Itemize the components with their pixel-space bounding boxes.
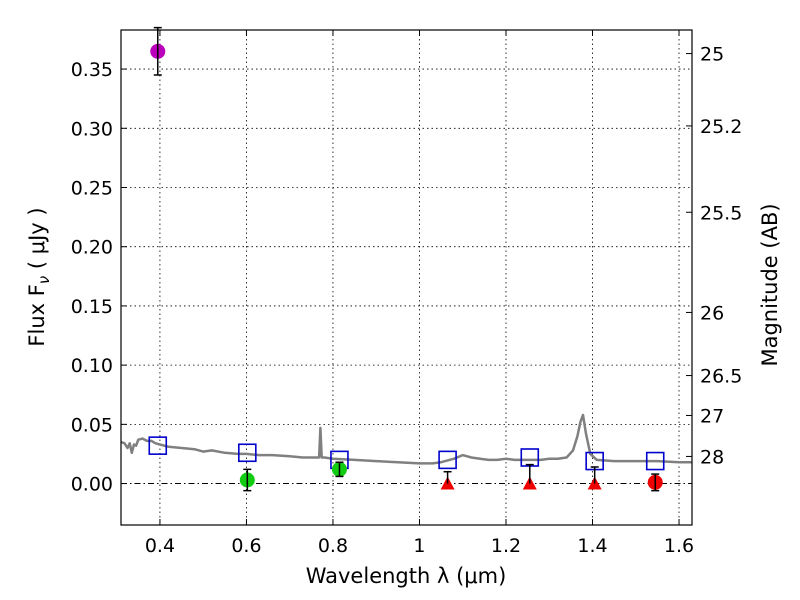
y-tick-label: 0.25 — [71, 178, 113, 200]
model-photometry-square — [520, 448, 540, 467]
y-tick-label: 0.05 — [71, 414, 113, 436]
y-tick-label: 0.35 — [71, 59, 113, 81]
y2-tick-label: 26.5 — [700, 366, 742, 388]
x-tick-label: 1.4 — [577, 535, 607, 557]
y-tick-label: 0.10 — [71, 355, 113, 377]
y-axis-label-unit: ( μJy ) — [25, 207, 49, 275]
x-axis-label: Wavelength λ (μm) — [306, 564, 507, 588]
y2-tick-label: 25.2 — [700, 116, 742, 138]
y2-tick-label: 28 — [700, 446, 724, 468]
model-spectrum — [120, 413, 692, 465]
model-photometry-square — [148, 436, 168, 455]
x-tick-label: 0.4 — [145, 535, 175, 557]
ticks: 0.4 0.6 0.8 1 1.2 1.4 1.6 0.00 0.05 0.10 0.15 0.20 0… — [71, 30, 742, 557]
y-axis-label-sub: ν — [35, 276, 53, 284]
model-photometry-square — [238, 443, 257, 463]
y-tick-label: 0.00 — [71, 474, 113, 496]
x-tick-label: 0.6 — [231, 535, 261, 557]
y2-tick-label: 25.5 — [700, 202, 742, 224]
x-tick-label: 1.2 — [491, 535, 521, 557]
x-tick-label: 0.8 — [318, 535, 348, 557]
y-axis-label: Flux Fν ( μJy ) — [25, 207, 53, 346]
y2-tick-label: 27 — [700, 405, 724, 427]
y2-axis-label: Magnitude (AB) — [758, 203, 782, 366]
x-tick-label: 1.6 — [664, 535, 694, 557]
model-photometry-square — [438, 450, 457, 470]
y-tick-label: 0.30 — [71, 118, 113, 140]
model-photometry-square — [645, 451, 665, 471]
grid — [121, 30, 692, 525]
y-tick-label: 0.20 — [71, 237, 113, 259]
x-tick-label: 1 — [413, 535, 425, 557]
model-spectrum-line — [120, 413, 692, 465]
plot-frame — [120, 29, 693, 526]
data-markers — [148, 26, 665, 492]
y2-tick-label: 26 — [700, 302, 724, 324]
y-tick-label: 0.15 — [71, 296, 113, 318]
y2-tick-label: 25 — [700, 44, 724, 66]
y-axis-label-main: Flux F — [25, 284, 49, 346]
